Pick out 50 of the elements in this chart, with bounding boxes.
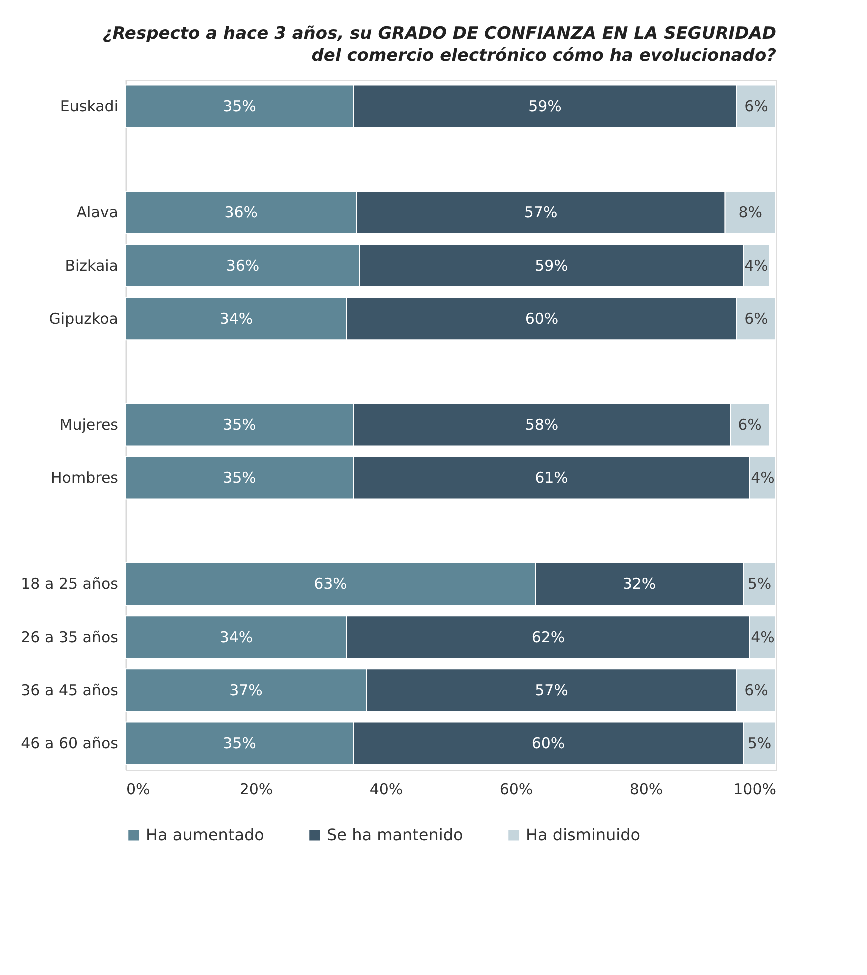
y-tick-label: Alava — [76, 204, 118, 222]
x-tick-label: 60% — [500, 780, 534, 798]
x-tick-label: 20% — [240, 780, 274, 798]
y-tick-label: Euskadi — [60, 98, 118, 116]
data-label: 5% — [748, 575, 772, 594]
data-label: 4% — [751, 469, 775, 488]
data-label: 6% — [738, 416, 762, 434]
data-label: 4% — [744, 256, 768, 275]
data-label: 8% — [738, 204, 763, 222]
legend-label: Ha aumentado — [146, 825, 264, 844]
data-label: 32% — [622, 575, 656, 594]
x-tick-label: 40% — [370, 780, 404, 798]
x-tick-label: 0% — [126, 780, 150, 798]
data-label: 35% — [223, 416, 256, 434]
y-tick-label: 46 a 60 años — [21, 734, 119, 752]
data-label: 5% — [748, 734, 772, 752]
data-label: 35% — [223, 469, 256, 488]
data-label: 59% — [535, 256, 568, 275]
x-tick-label: 80% — [630, 780, 664, 798]
data-label: 60% — [532, 734, 566, 752]
y-tick-label: Gipuzkoa — [49, 310, 118, 328]
y-tick-label: Mujeres — [60, 416, 119, 434]
data-label: 35% — [223, 98, 256, 116]
data-label: 6% — [744, 98, 768, 116]
data-label: 59% — [528, 98, 562, 116]
data-label: 37% — [230, 681, 263, 700]
legend-label: Se ha mantenido — [327, 825, 464, 844]
data-label: 34% — [220, 310, 254, 328]
data-label: 57% — [524, 204, 558, 222]
data-label: 6% — [744, 681, 768, 700]
x-tick-label: 100% — [734, 780, 776, 798]
data-label: 57% — [535, 681, 568, 700]
y-tick-label: Hombres — [51, 469, 119, 488]
y-tick-label: 26 a 35 años — [21, 628, 119, 646]
data-label: 4% — [751, 628, 775, 646]
data-label: 60% — [525, 310, 559, 328]
data-label: 58% — [525, 416, 559, 434]
data-label: 63% — [314, 575, 348, 594]
data-label: 34% — [220, 628, 254, 646]
data-label: 35% — [223, 734, 256, 752]
y-tick-label: Bizkaia — [65, 256, 118, 275]
data-label: 36% — [226, 256, 260, 275]
y-tick-label: 18 a 25 años — [21, 575, 119, 594]
data-label: 6% — [744, 310, 768, 328]
legend-label: Ha disminuido — [526, 825, 641, 844]
y-tick-label: 36 a 45 años — [21, 681, 119, 700]
data-label: 36% — [224, 204, 258, 222]
data-label: 61% — [535, 469, 568, 488]
chart-title: ¿Respecto a hace 3 años, su GRADO DE CONFIANZA EN LA SEGURIDAD del comercio electrónico cómo ha evolucionado? — [102, 24, 777, 66]
data-label: 62% — [532, 628, 566, 646]
